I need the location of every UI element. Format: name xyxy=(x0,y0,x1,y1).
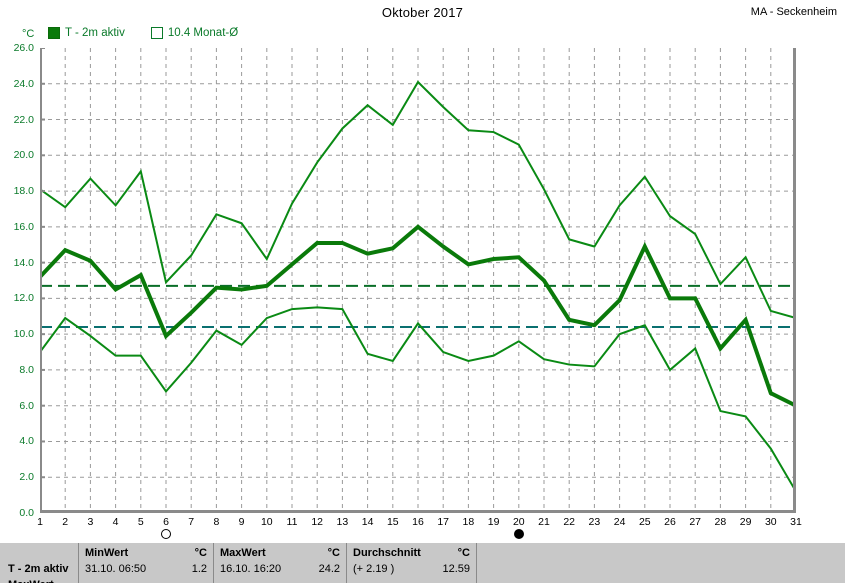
stats-min-datetime: 31.10. 06:50 xyxy=(85,563,147,575)
stats-header-min-label: MinWert xyxy=(85,547,129,559)
station-label: MA - Seckenheim xyxy=(750,6,837,18)
stats-column-min: MinWert °C 31.10. 06:50 1.2 xyxy=(78,543,213,583)
x-tick-label: 15 xyxy=(386,516,399,528)
x-tick-label: 9 xyxy=(238,516,245,528)
stats-value-max: 16.10. 16:20 24.2 xyxy=(220,561,340,577)
stats-column-trailing xyxy=(476,543,489,583)
x-tick-label: 26 xyxy=(664,516,676,528)
stats-corner-blank xyxy=(8,545,72,561)
x-tick-label: 3 xyxy=(87,516,94,528)
stats-max-datetime: 16.10. 16:20 xyxy=(220,563,282,575)
y-tick-label: 16.0 xyxy=(13,220,34,233)
stats-value-min: 31.10. 06:50 1.2 xyxy=(85,561,207,577)
stats-header-max-label: MaxWert xyxy=(220,547,266,559)
chart-svg xyxy=(40,48,796,513)
x-tick-label: 31 xyxy=(790,516,802,528)
x-tick-label: 21 xyxy=(538,516,550,528)
y-tick-label: 0.0 xyxy=(19,507,34,519)
stats-column-average: Durchschnitt °C (+ 2.19 ) 12.59 xyxy=(346,543,476,583)
x-tick-label: 13 xyxy=(336,516,349,528)
legend-label-active: T - 2m aktiv xyxy=(65,27,125,39)
stats-row-label-1: MaxWert xyxy=(8,577,72,583)
y-tick-label: 10.0 xyxy=(13,328,34,341)
x-tick-label: 5 xyxy=(137,516,144,528)
stats-header-average: Durchschnitt °C xyxy=(353,545,470,561)
x-tick-label: 20 xyxy=(512,516,525,528)
legend-item-active[interactable]: T - 2m aktiv xyxy=(48,27,125,39)
x-tick-label: 14 xyxy=(361,516,374,528)
x-tick-label: 4 xyxy=(112,516,119,528)
stats-header-average-unit: °C xyxy=(457,547,470,559)
stats-min-value: 1.2 xyxy=(191,563,207,575)
x-tick-label: 6 xyxy=(163,516,169,528)
filled-square-icon xyxy=(48,27,60,39)
y-axis-unit-label: °C xyxy=(22,28,35,40)
y-tick-label: 6.0 xyxy=(19,399,34,412)
stats-header-min-unit: °C xyxy=(194,547,207,559)
stats-average-delta: (+ 2.19 ) xyxy=(353,563,395,575)
statistics-panel: T - 2m aktiv MaxWert MinWert °C 31.10. 0… xyxy=(0,543,845,583)
x-tick-label: 25 xyxy=(638,516,651,528)
x-tick-label: 22 xyxy=(563,516,576,528)
y-tick-label: 26.0 xyxy=(13,42,34,54)
legend-label-monthly-avg: 10.4 Monat-Ø xyxy=(167,27,239,39)
x-tick-label: 8 xyxy=(213,516,220,528)
moon-phase-markers xyxy=(40,529,796,543)
y-tick-label: 24.0 xyxy=(13,77,34,90)
statistics-grid: T - 2m aktiv MaxWert MinWert °C 31.10. 0… xyxy=(0,543,489,583)
y-tick-label: 12.0 xyxy=(13,292,34,305)
stats-value-average: (+ 2.19 ) 12.59 xyxy=(353,561,470,577)
x-tick-label: 10 xyxy=(260,516,273,528)
stats-row-label-0: T - 2m aktiv xyxy=(8,563,69,575)
stats-row-labels: T - 2m aktiv MaxWert xyxy=(0,543,78,583)
stats-header-max: MaxWert °C xyxy=(220,545,340,561)
legend-item-monthly-avg[interactable]: 10.4 Monat-Ø xyxy=(150,27,239,39)
x-tick-label: 24 xyxy=(613,516,626,528)
stats-column-max: MaxWert °C 16.10. 16:20 24.2 xyxy=(213,543,346,583)
x-tick-label: 17 xyxy=(437,516,450,528)
x-tick-label: 19 xyxy=(487,516,500,528)
stats-average-value: 12.59 xyxy=(442,563,470,575)
x-tick-label: 28 xyxy=(714,516,727,528)
x-axis-labels: 1 2 3 4 5 6 7 8 9 10 11 12 13 14 15 16 17 18 19 20 21 22 23 24 2… xyxy=(37,516,802,530)
x-tick-label: 2 xyxy=(62,516,69,528)
page-title: Oktober 2017 xyxy=(381,5,464,20)
x-tick-label: 18 xyxy=(462,516,475,528)
stats-header-min: MinWert °C xyxy=(85,545,207,561)
x-tick-label: 12 xyxy=(311,516,324,528)
y-axis-labels: 0.0 2.0 4.0 6.0 8.0 10.0 12.0 14.0 16.0 18.0 20.0 2… xyxy=(0,42,38,519)
y-tick-label: 8.0 xyxy=(19,363,34,376)
y-tick-label: 18.0 xyxy=(13,185,34,198)
chart-legend: T - 2m aktiv 10.4 Monat-Ø xyxy=(48,27,238,39)
full-moon-icon xyxy=(513,529,524,539)
new-moon-icon xyxy=(161,529,171,539)
y-tick-label: 4.0 xyxy=(19,435,34,448)
x-tick-label: 23 xyxy=(588,516,601,528)
x-tick-label: 27 xyxy=(689,516,702,528)
y-tick-label: 2.0 xyxy=(19,471,34,484)
x-tick-label: 1 xyxy=(37,516,43,528)
stats-max-value: 24.2 xyxy=(318,563,340,575)
stats-header-average-label: Durchschnitt xyxy=(353,547,421,559)
y-tick-label: 22.0 xyxy=(13,113,34,126)
empty-square-icon xyxy=(150,27,163,39)
stats-header-max-unit: °C xyxy=(327,547,340,559)
x-tick-label: 16 xyxy=(412,516,424,528)
y-tick-label: 14.0 xyxy=(13,256,34,269)
y-tick-label: 20.0 xyxy=(13,149,34,162)
x-tick-label: 29 xyxy=(739,516,752,528)
x-tick-label: 7 xyxy=(188,516,195,528)
x-tick-label: 11 xyxy=(286,516,298,528)
chart-plot-area[interactable] xyxy=(40,48,796,513)
x-tick-label: 30 xyxy=(764,516,777,528)
